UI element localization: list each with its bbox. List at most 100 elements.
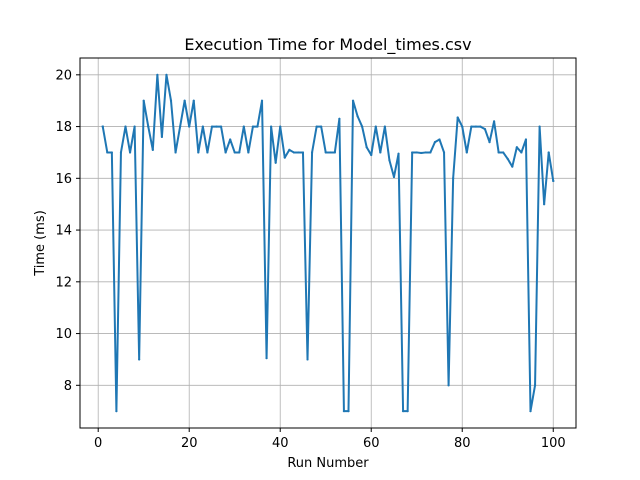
data-point [229, 138, 232, 141]
data-point [165, 73, 168, 76]
data-point [415, 151, 418, 154]
data-point [347, 410, 350, 413]
data-points-group [101, 73, 555, 413]
data-point [420, 151, 423, 155]
data-point [201, 125, 204, 128]
data-point [361, 125, 364, 128]
data-point [424, 151, 427, 154]
data-point [242, 125, 245, 128]
data-point [529, 410, 532, 413]
data-point [429, 151, 432, 154]
data-point [160, 135, 164, 139]
data-point [315, 125, 318, 128]
data-point [538, 125, 541, 128]
data-point [224, 151, 227, 154]
x-tick-label: 100 [541, 436, 566, 451]
data-point [142, 99, 145, 102]
chart-title: Execution Time for Model_times.csv [184, 35, 471, 55]
data-point [115, 410, 118, 413]
x-axis-label: Run Number [287, 456, 369, 471]
data-point [274, 161, 277, 164]
data-point [374, 125, 377, 128]
y-axis-ticks: 8 10 12 14 16 18 20 [55, 68, 80, 394]
data-point [183, 99, 186, 102]
data-point [151, 148, 154, 151]
data-point [456, 116, 459, 119]
data-point [128, 151, 132, 154]
data-point [265, 357, 268, 360]
data-point [524, 138, 528, 141]
data-point [411, 151, 414, 154]
y-axis-label: Time (ms) [33, 210, 48, 277]
data-point [279, 125, 282, 128]
data-point [547, 151, 550, 154]
data-point [106, 151, 109, 154]
data-point [520, 151, 523, 154]
data-point [506, 157, 509, 161]
x-tick-label: 40 [272, 436, 289, 451]
data-point [210, 125, 214, 128]
data-point [356, 115, 359, 118]
data-point [247, 151, 250, 154]
data-point [511, 165, 514, 168]
x-axis-ticks: 0 20 40 60 80 100 [94, 428, 566, 451]
data-point [370, 153, 373, 157]
x-tick-label: 0 [94, 436, 102, 451]
data-point [310, 151, 314, 154]
y-tick-label: 12 [55, 275, 72, 290]
data-point [283, 156, 286, 159]
data-point [342, 410, 346, 413]
data-point [288, 148, 291, 151]
data-point [365, 146, 368, 149]
data-point [552, 179, 555, 182]
data-point [401, 410, 405, 413]
data-point [197, 151, 200, 154]
data-point [156, 73, 159, 76]
data-point [433, 140, 437, 144]
data-point [233, 151, 236, 154]
data-point [119, 151, 123, 154]
data-point [124, 125, 127, 128]
data-point [215, 125, 218, 128]
data-point [320, 125, 323, 128]
data-point [270, 125, 273, 128]
data-point [543, 203, 546, 206]
data-point [442, 151, 446, 154]
series-group [101, 73, 555, 413]
data-point [397, 152, 400, 155]
data-point [219, 125, 223, 128]
data-point [515, 146, 518, 149]
data-point [251, 125, 255, 128]
data-point [301, 151, 305, 154]
data-point [379, 151, 382, 154]
data-point [351, 99, 355, 102]
y-tick-label: 8 [64, 379, 72, 394]
data-point [110, 151, 113, 154]
data-point [147, 125, 150, 128]
data-point [483, 128, 487, 131]
data-point [533, 384, 537, 387]
data-point [324, 151, 327, 154]
data-point [479, 125, 482, 128]
x-tick-label: 60 [363, 436, 380, 451]
data-point [470, 125, 473, 128]
y-tick-label: 20 [55, 68, 72, 83]
data-point [138, 358, 141, 361]
data-point [406, 410, 409, 413]
data-point [174, 151, 177, 154]
data-point [492, 120, 496, 123]
x-tick-label: 80 [454, 436, 471, 451]
data-point [497, 151, 500, 154]
y-tick-label: 10 [55, 327, 72, 342]
data-point [306, 358, 309, 361]
data-point [383, 125, 386, 128]
data-point [256, 125, 259, 128]
data-point [392, 175, 396, 179]
data-point [238, 151, 241, 154]
data-point [438, 138, 441, 141]
data-point [133, 125, 136, 128]
series-line [101, 73, 555, 413]
data-point [297, 151, 300, 154]
data-point [461, 125, 464, 128]
